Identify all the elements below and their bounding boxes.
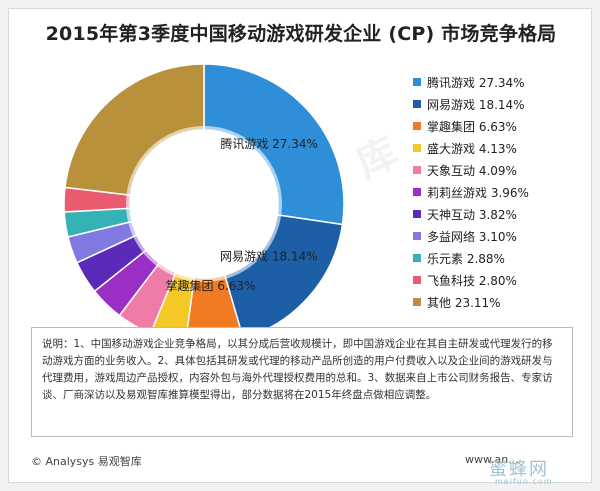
legend-label: 腾讯游戏 27.34% <box>427 75 525 90</box>
legend-item: 乐元素 2.88% <box>413 247 583 269</box>
legend-item: 其他 23.11% <box>413 291 583 313</box>
legend-item: 网易游戏 18.14% <box>413 93 583 115</box>
legend-swatch <box>413 144 421 152</box>
legend-label: 盛大游戏 4.13% <box>427 141 517 156</box>
legend-swatch <box>413 100 421 108</box>
legend-label: 网易游戏 18.14% <box>427 97 525 112</box>
legend-swatch <box>413 276 421 284</box>
legend-swatch <box>413 188 421 196</box>
legend-item: 腾讯游戏 27.34% <box>413 71 583 93</box>
legend-swatch <box>413 166 421 174</box>
legend-label: 莉莉丝游戏 3.96% <box>427 185 529 200</box>
legend-item: 多益网络 3.10% <box>413 225 583 247</box>
legend-label: 飞鱼科技 2.80% <box>427 273 517 288</box>
legend-item: 飞鱼科技 2.80% <box>413 269 583 291</box>
source-url: www.an... <box>465 453 519 466</box>
legend-item: 掌趣集团 6.63% <box>413 115 583 137</box>
donut-hole <box>126 126 282 282</box>
legend-label: 掌趣集团 6.63% <box>427 119 517 134</box>
data-label: 网易游戏 18.14% <box>220 250 318 264</box>
legend-swatch <box>413 122 421 130</box>
data-label: 掌趣集团 6.63% <box>166 278 256 293</box>
brand-watermark: 蜜蜂网 <box>489 459 549 480</box>
legend-label: 天象互动 4.09% <box>427 163 517 178</box>
donut-chart: 腾讯游戏 27.34% 网易游戏 18.14% 掌趣集团 6.63% <box>63 63 345 345</box>
legend-item: 盛大游戏 4.13% <box>413 137 583 159</box>
legend-label: 天神互动 3.82% <box>427 207 517 222</box>
legend-swatch <box>413 210 421 218</box>
legend-swatch <box>413 78 421 86</box>
note-box: 说明：1、中国移动游戏企业竞争格局，以其分成后营收规模计，即中国游戏企业在其自主… <box>31 327 573 437</box>
source-credit: © Analysys 易观智库 <box>31 455 142 468</box>
legend-label: 多益网络 3.10% <box>427 229 517 244</box>
legend-swatch <box>413 298 421 306</box>
legend-item: 天象互动 4.09% <box>413 159 583 181</box>
chart-panel: 2015年第3季度中国移动游戏研发企业 (CP) 市场竞争格局 易观智库 腾讯游… <box>8 8 592 486</box>
legend-swatch <box>413 232 421 240</box>
chart-title: 2015年第3季度中国移动游戏研发企业 (CP) 市场竞争格局 <box>45 23 557 45</box>
legend-item: 天神互动 3.82% <box>413 203 583 225</box>
legend-label: 其他 23.11% <box>427 295 501 310</box>
data-label: 腾讯游戏 27.34% <box>220 136 318 151</box>
legend-item: 莉莉丝游戏 3.96% <box>413 181 583 203</box>
legend-label: 乐元素 2.88% <box>427 251 505 266</box>
legend-swatch <box>413 254 421 262</box>
legend: 腾讯游戏 27.34% 网易游戏 18.14% 掌趣集团 6.63% 盛大游戏 4.1… <box>413 71 583 313</box>
brand-watermark-sub: meifun.com <box>495 477 553 486</box>
